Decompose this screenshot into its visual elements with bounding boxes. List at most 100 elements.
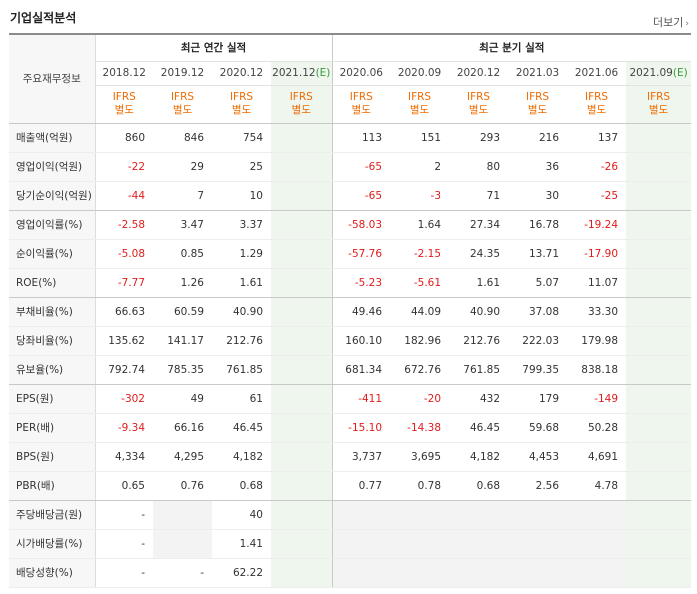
value-cell: 0.78 — [390, 471, 450, 501]
value-cell: -5.23 — [331, 268, 391, 298]
value-cell: 838.18 — [567, 355, 627, 385]
value-cell: 151 — [390, 123, 450, 153]
value-cell: 66.63 — [95, 297, 153, 327]
value-cell: 36 — [508, 152, 568, 182]
ifrs-label: IFRS — [289, 91, 313, 103]
accounting-standard: IFRS 별도 — [153, 85, 212, 124]
value-cell — [390, 500, 450, 530]
period-header: 2020.09 — [390, 61, 450, 86]
value-cell: 46.45 — [212, 413, 271, 443]
value-cell: 135.62 — [95, 326, 153, 356]
value-cell: 141.17 — [153, 326, 212, 356]
table-row: 유보율(%) 792.74 785.35 761.85 681.34 672.76 761.… — [9, 355, 692, 385]
value-cell: -65 — [331, 181, 391, 211]
value-cell: 11.07 — [567, 268, 627, 298]
value-cell — [331, 558, 391, 588]
estimate-mark: (E) — [315, 67, 331, 79]
value-cell — [626, 297, 692, 327]
value-cell: 25 — [212, 152, 271, 182]
value-cell — [271, 355, 333, 385]
value-cell: -44 — [95, 181, 153, 211]
value-cell — [271, 529, 333, 559]
accounting-standard: IFRS 별도 — [95, 85, 153, 124]
separate-label: 별도 — [409, 104, 430, 116]
value-cell: -2.15 — [390, 239, 450, 269]
value-cell — [271, 210, 333, 240]
period-date: 2021.12 — [272, 67, 316, 79]
table-row: 영업이익률(%) -2.58 3.47 3.37 -58.03 1.64 27.34 16.7… — [9, 210, 692, 240]
metric-header: 주요재무정보 — [9, 34, 96, 124]
value-cell: -65 — [331, 152, 391, 182]
row-label: 영업이익률(%) — [9, 210, 96, 240]
value-cell: 0.65 — [95, 471, 153, 501]
value-cell: 293 — [449, 123, 509, 153]
value-cell: 3.37 — [212, 210, 271, 240]
table-row: 당기순이익(억원) -44 7 10 -65 -3 71 30 -25 — [9, 181, 692, 211]
value-cell: -411 — [331, 384, 391, 414]
value-cell — [626, 413, 692, 443]
value-cell: 2.56 — [508, 471, 568, 501]
row-label: 주당배당금(원) — [9, 500, 96, 530]
value-cell — [331, 500, 391, 530]
value-cell: 137 — [567, 123, 627, 153]
section-title: 기업실적분석 — [10, 11, 77, 25]
value-cell: 50.28 — [567, 413, 627, 443]
value-cell: 49 — [153, 384, 212, 414]
value-cell: -25 — [567, 181, 627, 211]
value-cell — [449, 500, 509, 530]
value-cell: 10 — [212, 181, 271, 211]
table-row: 매출액(억원) 860 846 754 113 151 293 216 137 — [9, 123, 692, 153]
row-label: PER(배) — [9, 413, 96, 443]
value-cell: 24.35 — [449, 239, 509, 269]
value-cell — [390, 529, 450, 559]
value-cell: - — [153, 558, 212, 588]
period-header: 2019.12 — [153, 61, 212, 86]
value-cell: 1.61 — [449, 268, 509, 298]
value-cell — [271, 413, 333, 443]
value-cell — [271, 384, 333, 414]
value-cell — [153, 500, 212, 530]
value-cell: 4,182 — [212, 442, 271, 472]
table-row: BPS(원) 4,334 4,295 4,182 3,737 3,695 4,182 4,45… — [9, 442, 692, 472]
standard-header-row: IFRS 별도 IFRS 별도 IFRS 별도 IFRS 별도 IFRS 별도 IFRS 별도 IFRS… — [9, 85, 692, 124]
separate-label: 별도 — [468, 104, 489, 116]
separate-label: 별도 — [291, 104, 311, 116]
value-cell: 0.68 — [212, 471, 271, 501]
ifrs-label: IFRS — [647, 91, 671, 103]
value-cell: 40 — [212, 500, 271, 530]
value-cell — [626, 181, 692, 211]
value-cell — [567, 558, 627, 588]
value-cell — [508, 558, 568, 588]
value-cell: 5.07 — [508, 268, 568, 298]
period-date: 2021.09 — [629, 67, 673, 79]
value-cell: 212.76 — [212, 326, 271, 356]
table-row: 영업이익(억원) -22 29 25 -65 2 80 36 -26 — [9, 152, 692, 182]
table-row: 주당배당금(원) - 40 — [9, 500, 692, 530]
value-cell: 71 — [449, 181, 509, 211]
value-cell: 0.76 — [153, 471, 212, 501]
value-cell — [271, 268, 333, 298]
ifrs-label: IFRS — [349, 91, 373, 103]
value-cell: 29 — [153, 152, 212, 182]
value-cell — [626, 384, 692, 414]
value-cell — [271, 326, 333, 356]
ifrs-label: IFRS — [407, 91, 432, 103]
separate-label: 별도 — [527, 104, 548, 116]
value-cell: 1.64 — [390, 210, 450, 240]
value-cell: -22 — [95, 152, 153, 182]
value-cell: -58.03 — [331, 210, 391, 240]
ifrs-label: IFRS — [170, 91, 195, 103]
value-cell: 0.85 — [153, 239, 212, 269]
value-cell: 432 — [449, 384, 509, 414]
value-cell: 7 — [153, 181, 212, 211]
row-label: 순이익률(%) — [9, 239, 96, 269]
value-cell: 160.10 — [331, 326, 391, 356]
value-cell — [271, 297, 333, 327]
accounting-standard: IFRS 별도 — [626, 85, 692, 124]
value-cell: 4,691 — [567, 442, 627, 472]
value-cell — [567, 529, 627, 559]
accounting-standard: IFRS 별도 — [271, 85, 333, 124]
value-cell: 40.90 — [212, 297, 271, 327]
value-cell: 860 — [95, 123, 153, 153]
more-link[interactable]: 더보기 › — [653, 14, 689, 30]
